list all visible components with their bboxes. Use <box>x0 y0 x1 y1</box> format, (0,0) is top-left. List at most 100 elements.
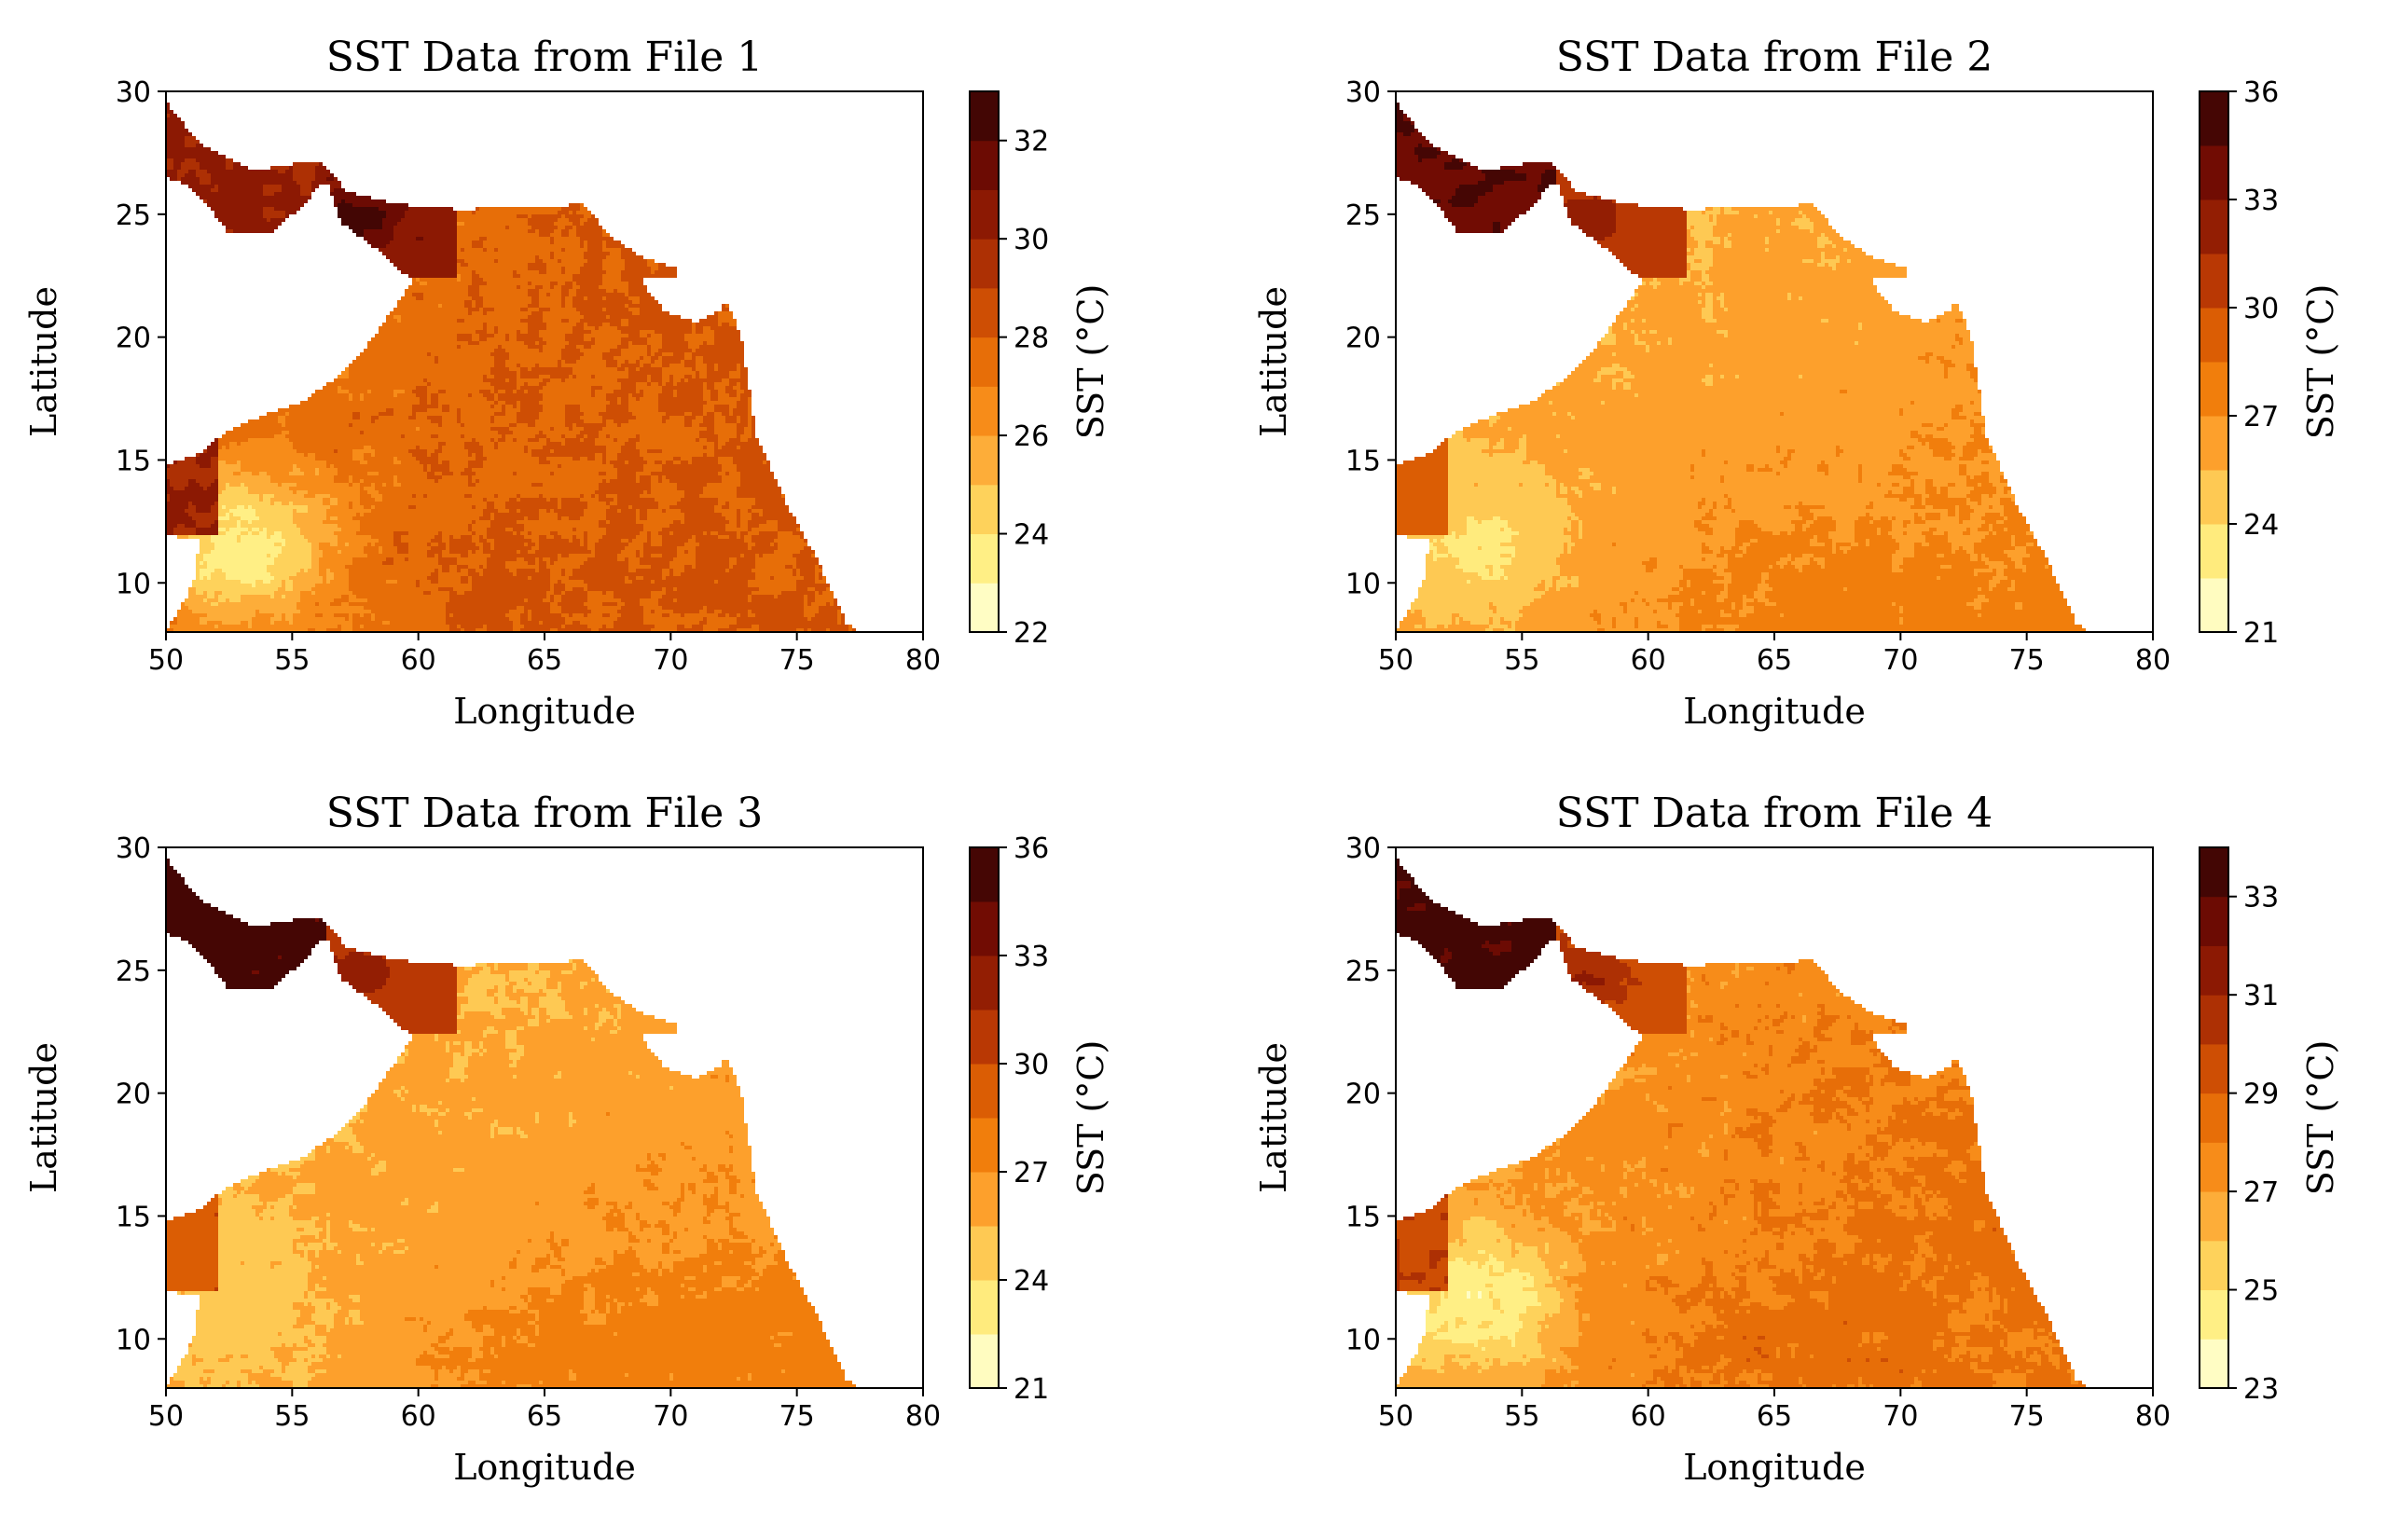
y-tick-label: 30 <box>116 76 151 109</box>
colorbar-level <box>970 337 999 387</box>
x-tick-label: 75 <box>2009 644 2045 677</box>
x-tick-label: 50 <box>1378 1400 1414 1433</box>
y-tick-label: 15 <box>1345 1201 1381 1233</box>
colorbar-frame <box>969 846 1000 1389</box>
colorbar-label: SST (°C) <box>1070 284 1111 440</box>
y-tick-label: 25 <box>116 956 151 988</box>
colorbar-tick-label: 33 <box>2243 185 2279 217</box>
sst-heatmap <box>1396 847 2153 1388</box>
colorbar-tick-label: 32 <box>1014 126 1049 158</box>
x-tick-label: 65 <box>1757 1400 1792 1433</box>
y-tick-label: 20 <box>116 1079 151 1111</box>
y-axis-label: Latitude <box>23 1042 64 1193</box>
x-tick-label: 50 <box>1378 644 1414 677</box>
colorbar-frame <box>2199 846 2229 1389</box>
x-tick-label: 65 <box>1757 644 1792 677</box>
y-tick-label: 15 <box>116 445 151 477</box>
colorbar-tick-label: 33 <box>2243 882 2279 914</box>
y-tick-label: 30 <box>1345 76 1381 109</box>
colorbar-level <box>970 847 999 902</box>
colorbar: 22 24 26 28 30 32 SST (°C) <box>969 90 1111 650</box>
x-tick-label: 50 <box>148 644 184 677</box>
x-tick-label: 70 <box>653 1400 688 1433</box>
x-axis-label: Longitude <box>1683 691 1866 732</box>
x-tick-label: 70 <box>1883 1400 1918 1433</box>
colorbar-level <box>2200 995 2228 1045</box>
x-tick-label: 75 <box>779 1400 815 1433</box>
x-tick-label: 80 <box>905 1400 941 1433</box>
colorbar-tick-label: 36 <box>2243 76 2279 109</box>
x-tick-label: 55 <box>274 1400 310 1433</box>
colorbar-level <box>970 484 999 535</box>
colorbar-level <box>2200 145 2228 200</box>
y-tick-label: 30 <box>1345 832 1381 865</box>
x-tick-label: 75 <box>779 644 815 677</box>
colorbar-level <box>970 1280 999 1335</box>
colorbar-tick-label: 28 <box>1014 323 1049 355</box>
x-tick-label: 55 <box>274 644 310 677</box>
y-axis-label: Latitude <box>1253 1042 1294 1193</box>
colorbar-level <box>2200 847 2228 898</box>
colorbar-level <box>970 1334 999 1389</box>
x-tick-label: 70 <box>653 644 688 677</box>
x-tick-label: 80 <box>905 644 941 677</box>
chart-title: SST Data from File 1 <box>326 34 763 81</box>
x-tick-label: 80 <box>2135 1400 2171 1433</box>
colorbar-level <box>2200 308 2228 363</box>
y-tick-label: 20 <box>1345 1079 1381 1111</box>
chart-panel-4: 50 55 60 65 70 75 80 10 15 20 25 30 SST Data from Fi… <box>1253 790 2341 1488</box>
colorbar-tick-label: 33 <box>1014 941 1049 973</box>
colorbar-level <box>970 533 999 584</box>
x-tick-label: 60 <box>1631 644 1666 677</box>
colorbar: 21 24 27 30 33 36 SST (°C) <box>969 832 1111 1406</box>
chart-panel-3: 50 55 60 65 70 75 80 10 15 20 25 30 SST Data from Fi… <box>23 790 1111 1488</box>
colorbar-tick-label: 21 <box>2243 617 2279 650</box>
colorbar-level <box>2200 1043 2228 1094</box>
colorbar-level <box>970 435 999 486</box>
colorbar-level <box>2200 416 2228 471</box>
sst-heatmap <box>166 91 923 632</box>
colorbar-level <box>970 583 999 633</box>
x-tick-label: 65 <box>527 644 562 677</box>
colorbar-tick-label: 25 <box>2243 1275 2279 1308</box>
colorbar-tick-label: 30 <box>1014 224 1049 256</box>
colorbar-tick-label: 31 <box>2243 980 2279 1012</box>
colorbar-frame <box>2199 90 2229 633</box>
y-tick-label: 10 <box>1345 1324 1381 1356</box>
x-tick-label: 55 <box>1504 1400 1539 1433</box>
colorbar-level <box>2200 470 2228 525</box>
colorbar-level <box>970 1226 999 1281</box>
chart-panel-2: 50 55 60 65 70 75 80 10 15 20 25 30 SST Data from Fi… <box>1253 34 2341 732</box>
colorbar-level <box>970 1118 999 1173</box>
chart-panel-1: 50 55 60 65 70 75 80 10 15 20 25 30 SST Data from Fi… <box>23 34 1111 732</box>
x-axis-label: Longitude <box>453 691 636 732</box>
colorbar-tick-label: 24 <box>1014 519 1049 552</box>
colorbar-level <box>2200 254 2228 309</box>
colorbar-tick-label: 30 <box>1014 1049 1049 1081</box>
y-tick-label: 25 <box>1345 199 1381 232</box>
y-tick-label: 20 <box>1345 323 1381 355</box>
colorbar-level <box>2200 1289 2228 1340</box>
colorbar-level <box>2200 199 2228 254</box>
colorbar-tick-label: 36 <box>1014 832 1049 865</box>
y-axis-label: Latitude <box>23 286 64 437</box>
colorbar-level <box>2200 945 2228 996</box>
y-tick-label: 15 <box>1345 445 1381 477</box>
colorbar-level <box>2200 1191 2228 1242</box>
colorbar-level <box>970 386 999 436</box>
y-tick-label: 30 <box>116 832 151 865</box>
colorbar-tick-label: 27 <box>1014 1157 1049 1189</box>
y-axis-label: Latitude <box>1253 286 1294 437</box>
colorbar-tick-label: 27 <box>2243 401 2279 433</box>
colorbar-level <box>970 1172 999 1227</box>
x-tick-label: 60 <box>401 644 436 677</box>
chart-title: SST Data from File 4 <box>1556 790 1993 837</box>
x-axis-label: Longitude <box>453 1447 636 1488</box>
colorbar-level <box>970 140 999 190</box>
x-tick-label: 75 <box>2009 1400 2045 1433</box>
x-tick-label: 65 <box>527 1400 562 1433</box>
colorbar-level <box>970 901 999 956</box>
colorbar-tick-label: 27 <box>2243 1176 2279 1209</box>
colorbar-level <box>970 1010 999 1065</box>
colorbar-level <box>2200 1093 2228 1143</box>
